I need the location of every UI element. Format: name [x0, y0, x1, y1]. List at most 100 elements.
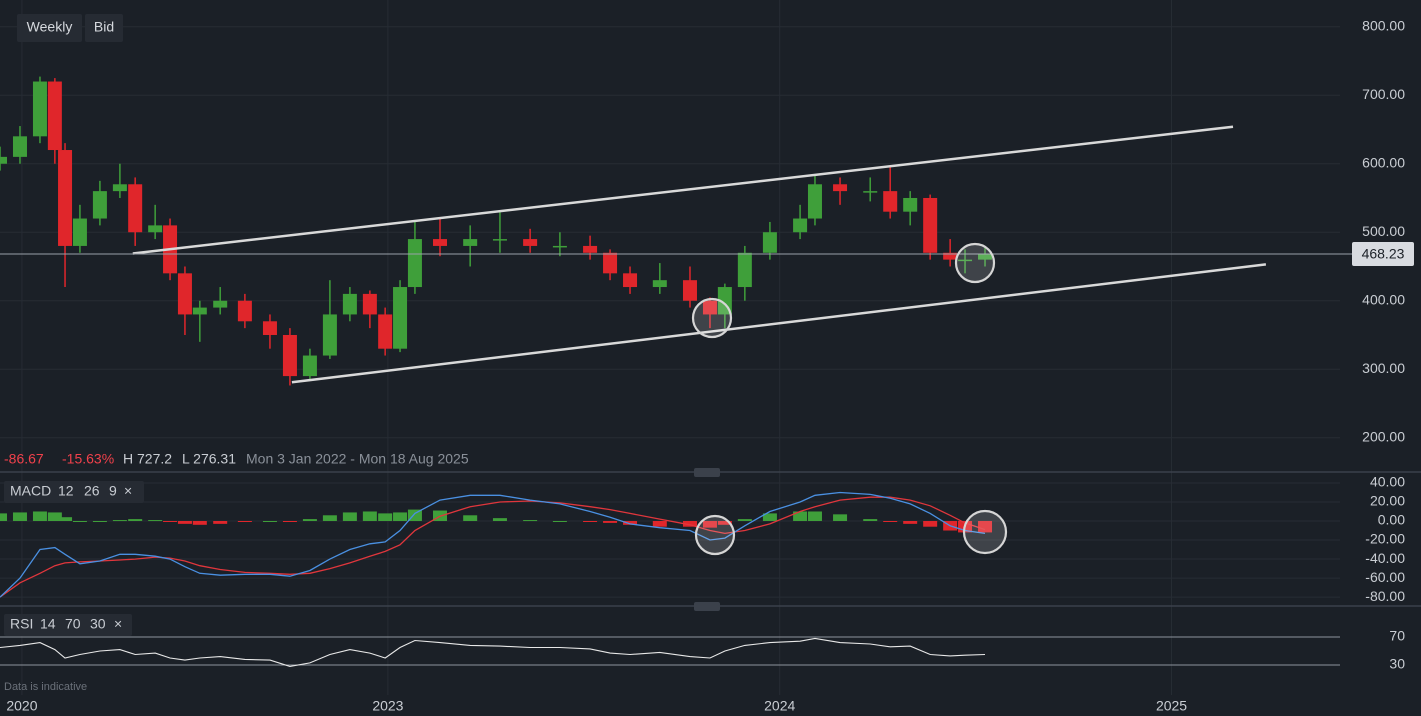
y-tick-label: 700.00 [1362, 86, 1405, 102]
highlight-circle [691, 297, 733, 339]
candle-body [863, 191, 878, 193]
macd-param: 12 [58, 483, 74, 499]
last-price-box [1352, 241, 1414, 266]
macd-histogram-bar [393, 512, 408, 521]
macd-line [0, 491, 986, 598]
candle-body [492, 239, 507, 241]
grid [0, 0, 1340, 695]
macd-histogram-bar [47, 512, 62, 521]
macd-histogram-bar [603, 520, 618, 523]
candle-body [552, 245, 567, 248]
macd-histogram-bar [552, 520, 567, 522]
macd-param: 26 [84, 483, 100, 499]
y-tick-label: 300.00 [1362, 360, 1405, 376]
candle-body [213, 300, 228, 308]
rsi-param: 14 [40, 616, 56, 632]
change-pct: -15.63% [62, 451, 114, 467]
macd-histogram-bar [717, 520, 732, 525]
candle-body [92, 191, 107, 219]
macd-histogram-bar [192, 520, 207, 525]
price-type-button[interactable] [85, 14, 123, 42]
macd-histogram-bar [463, 515, 478, 521]
macd-histogram-bar [903, 520, 918, 524]
candle-body [72, 218, 87, 246]
macd-histogram-bar [407, 509, 422, 521]
macd-histogram-bar [148, 520, 163, 522]
highlight-circle [962, 509, 1008, 555]
plot [0, 76, 1352, 667]
candle-body [603, 252, 618, 274]
rsi-param: 30 [90, 616, 106, 632]
macd-histogram-bar [583, 520, 598, 522]
period-low: L 276.31 [182, 451, 236, 467]
resize-handle[interactable] [694, 602, 720, 611]
rsi-remove[interactable]: × [114, 616, 122, 632]
candle-body [523, 239, 538, 246]
macd-histogram-bar [112, 520, 127, 522]
candle-body [652, 280, 667, 288]
macd-name: MACD [10, 483, 51, 499]
macd-histogram-bar [682, 520, 697, 527]
macd-histogram-bar [492, 518, 507, 521]
macd-histogram-bar [923, 520, 938, 527]
price-type-label: Bid [94, 19, 114, 35]
candle-body [883, 191, 898, 212]
candle-body [807, 184, 822, 219]
footer-note: Data is indicative [4, 681, 87, 693]
macd-legend-box [4, 481, 144, 503]
candle-body [793, 218, 808, 233]
y-tick-label: 800.00 [1362, 17, 1405, 33]
macd-histogram-bar [762, 513, 777, 521]
macd-histogram-bar [237, 520, 252, 522]
macd-histogram-bar [262, 520, 277, 522]
macd-histogram-bar [282, 520, 297, 522]
macd-histogram-bar [793, 511, 808, 521]
candle-body [237, 300, 252, 322]
macd-histogram-bar [72, 520, 87, 522]
macd-histogram-bar [737, 519, 752, 521]
candle-body [682, 280, 697, 301]
candle-body [12, 136, 27, 157]
interval-button[interactable] [17, 14, 82, 42]
y-tick-label: -40.00 [1365, 550, 1405, 566]
candle-body [943, 252, 958, 260]
highlight-circle [954, 242, 996, 284]
candle-body [762, 232, 777, 253]
macd-histogram-bar [32, 511, 47, 521]
last-price-label: 468.23 [1362, 246, 1405, 262]
rsi-name: RSI [10, 616, 33, 632]
candle-body [702, 300, 717, 315]
y-tick-label: 200.00 [1362, 428, 1405, 444]
macd-histogram-bar [362, 511, 377, 521]
resize-handle[interactable] [694, 468, 720, 477]
candle-body [737, 252, 752, 288]
macd-histogram-bar [978, 520, 993, 533]
date-range: Mon 3 Jan 2022 - Mon 18 Aug 2025 [246, 451, 469, 467]
candle-body [128, 184, 143, 233]
candle-body [282, 334, 297, 377]
candle-body [32, 81, 47, 137]
candle-body [393, 287, 408, 349]
macd-histogram-bar [523, 520, 538, 522]
annotations [691, 242, 1008, 556]
rsi-legend-box [4, 614, 132, 636]
candle-body [47, 81, 62, 151]
macd-histogram-bar [807, 511, 822, 521]
y-tick-label: 70 [1389, 628, 1405, 644]
candle-body [958, 259, 973, 262]
macd-histogram-bar [0, 513, 7, 521]
trend-line [291, 263, 1267, 384]
x-tick-label: 2023 [372, 698, 403, 714]
macd-remove[interactable]: × [124, 483, 132, 499]
y-tick-label: -80.00 [1365, 588, 1405, 604]
macd-histogram-bar [863, 519, 878, 521]
macd-histogram-bar [128, 519, 143, 521]
candle-body [262, 321, 277, 335]
macd-histogram-bar [92, 520, 107, 522]
y-tick-label: 40.00 [1370, 474, 1405, 490]
macd-histogram-bar [177, 520, 192, 524]
macd-signal-line [0, 496, 986, 598]
trend-line [132, 125, 1234, 255]
